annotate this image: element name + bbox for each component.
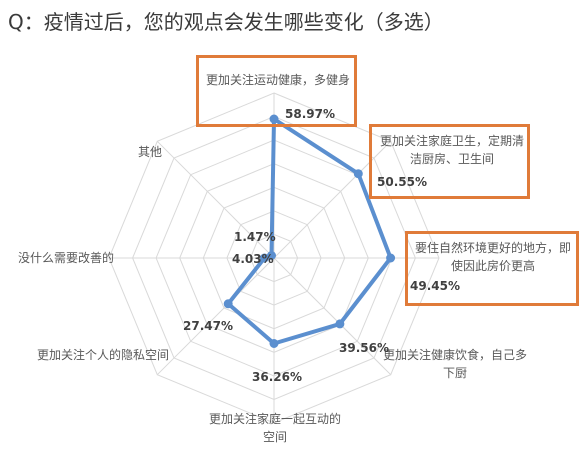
- radar-grid: [108, 92, 440, 424]
- value-label-category-7: 4.03%: [232, 252, 274, 266]
- value-label-category-8: 1.47%: [234, 230, 276, 244]
- axis-label-category-6: 更加关注个人的隐私空间: [36, 348, 169, 362]
- value-label-category-4: 39.56%: [339, 341, 389, 355]
- data-point-category-6: [223, 299, 233, 309]
- value-label-category-2: 50.55%: [377, 175, 427, 189]
- radar-series: [223, 114, 396, 348]
- data-point-category-2: [353, 169, 363, 179]
- axis-label-category-3: 要住自然环境更好的地方，即使因此房价更高: [414, 241, 571, 273]
- data-point-category-1: [269, 114, 279, 124]
- highlight-box-category-1: [196, 55, 357, 127]
- highlight-box-category-2: [369, 124, 530, 199]
- grid-spoke: [273, 257, 392, 376]
- axis-label-category-1: 更加关注运动健康，多健身: [205, 73, 350, 87]
- chart-title: Q：疫情过后，您的观点会发生哪些变化（多选）: [8, 10, 444, 34]
- grid-spoke: [156, 257, 275, 376]
- value-label-category-3: 49.45%: [410, 279, 460, 293]
- axis-label-category-7: 没什么需要改善的: [18, 251, 115, 265]
- data-point-category-8: [267, 251, 276, 260]
- axis-label-category-2: 更加关注家庭卫生，定期清洁厨房、卫生间: [379, 134, 524, 166]
- data-point-category-5: [269, 339, 279, 348]
- data-point-category-3: [386, 253, 396, 263]
- highlight-box-category-3: [405, 231, 579, 306]
- axis-label-category-5: 更加关注家庭一起互动的空间: [208, 412, 341, 444]
- value-label-category-6: 27.47%: [183, 319, 233, 333]
- axis-label-category-4: 更加关注健康饮食，自己多下厨: [382, 348, 527, 380]
- data-point-category-4: [335, 319, 345, 329]
- value-label-category-1: 58.97%: [285, 107, 335, 121]
- axis-label-category-8: 其他: [138, 145, 163, 159]
- value-label-category-5: 36.26%: [252, 370, 302, 384]
- grid-spoke: [156, 140, 275, 259]
